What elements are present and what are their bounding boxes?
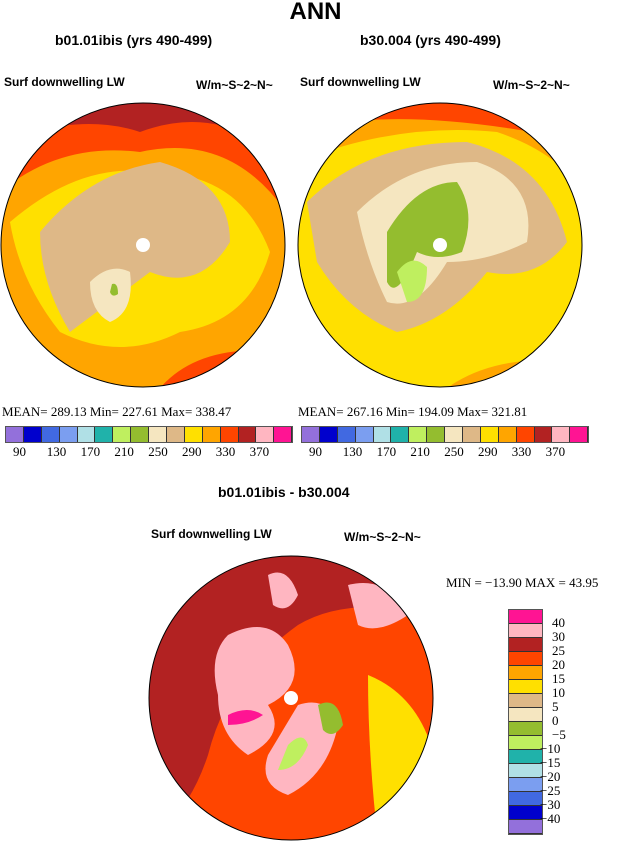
colorbar-swatch [113, 427, 132, 442]
colorbar-swatch [184, 427, 203, 442]
colorbar-panel2 [301, 426, 590, 443]
colorbar-label: −40 [540, 811, 561, 826]
panel2-variable: Surf downwelling LW [300, 75, 421, 89]
colorbar-label: 5 [552, 699, 559, 714]
colorbar-difference [508, 609, 543, 835]
map-panel2 [297, 102, 583, 388]
colorbar-swatch [220, 427, 239, 442]
colorbar-label: 130 [342, 444, 363, 459]
map-panel1 [0, 102, 286, 388]
colorbar-swatch [509, 792, 542, 806]
colorbar-label: 40 [552, 615, 565, 630]
colorbar-swatch [373, 427, 392, 442]
colorbar-swatch [509, 764, 542, 778]
panel2-title: b30.004 (yrs 490-499) [360, 32, 501, 48]
figure-title: ANN [289, 0, 342, 25]
colorbar-label: 330 [215, 444, 236, 459]
colorbar-swatch [427, 427, 446, 442]
colorbar-swatch [509, 778, 542, 792]
colorbar-label: 170 [376, 444, 397, 459]
colorbar-label: 170 [80, 444, 101, 459]
colorbar-label: −15 [540, 755, 561, 770]
colorbar-swatch [509, 806, 542, 820]
colorbar-swatch [445, 427, 464, 442]
colorbar-swatch [509, 680, 542, 694]
colorbar-label: 210 [114, 444, 134, 459]
colorbar-swatch [59, 427, 78, 442]
colorbar-swatch [509, 666, 542, 680]
colorbar-swatch [509, 708, 542, 722]
colorbar-label: 250 [148, 444, 168, 459]
panel1-variable: Surf downwelling LW [4, 75, 125, 89]
colorbar-swatch [77, 427, 96, 442]
colorbar-swatch [516, 427, 535, 442]
colorbar-label: 20 [552, 657, 565, 672]
diff-variable: Surf downwelling LW [151, 527, 272, 541]
colorbar-label: −10 [540, 741, 561, 756]
map-difference [148, 555, 434, 841]
diff-units: W/m~S~2~N~ [344, 530, 421, 544]
colorbar-swatch [509, 652, 542, 666]
colorbar-swatch [498, 427, 517, 442]
colorbar-swatch [509, 638, 542, 652]
panel1-units: W/m~S~2~N~ [196, 78, 273, 92]
colorbar-label: 370 [249, 444, 270, 459]
colorbar-swatch [41, 427, 60, 442]
colorbar-label: 290 [182, 444, 202, 459]
colorbar-label: 0 [552, 713, 559, 728]
colorbar-swatch [509, 624, 542, 638]
colorbar-swatch [509, 750, 542, 764]
colorbar-label: 330 [511, 444, 532, 459]
colorbar-swatch [149, 427, 168, 442]
colorbar-label: 250 [444, 444, 464, 459]
colorbar-swatch [355, 427, 374, 442]
colorbar-swatch [238, 427, 257, 442]
colorbar-label: 30 [552, 629, 565, 644]
colorbar-swatch [509, 722, 542, 736]
colorbar-swatch [463, 427, 481, 442]
colorbar-label: −20 [540, 769, 561, 784]
colorbar-label: −30 [540, 797, 561, 812]
colorbar-swatch [391, 427, 410, 442]
colorbar-swatch [167, 427, 185, 442]
colorbar-swatch [570, 427, 589, 442]
colorbar-label: −25 [540, 783, 561, 798]
colorbar-label: 90 [13, 444, 26, 459]
colorbar-swatch [274, 427, 293, 442]
colorbar-swatch [6, 427, 24, 442]
colorbar-swatch [409, 427, 428, 442]
colorbar-label: 370 [545, 444, 566, 459]
colorbar-swatch [509, 736, 542, 750]
colorbar-label: 10 [552, 685, 565, 700]
colorbar-swatch [95, 427, 114, 442]
colorbar-swatch [256, 427, 275, 442]
colorbar-swatch [509, 610, 542, 624]
diff-stats: MIN = −13.90 MAX = 43.95 [446, 575, 599, 590]
panel1-title: b01.01ibis (yrs 490-499) [55, 32, 213, 48]
colorbar-label: −5 [552, 727, 566, 742]
panel2-stats: MEAN= 267.16 Min= 194.09 Max= 321.81 [298, 404, 528, 419]
diff-title: b01.01ibis - b30.004 [218, 484, 350, 500]
colorbar-swatch [509, 694, 542, 708]
colorbar-swatch [131, 427, 150, 442]
colorbar-swatch [552, 427, 571, 442]
panel1-stats: MEAN= 289.13 Min= 227.61 Max= 338.47 [2, 404, 232, 419]
colorbar-swatch [302, 427, 320, 442]
colorbar-label: 210 [410, 444, 430, 459]
colorbar-panel1 [5, 426, 294, 443]
colorbar-swatch [23, 427, 42, 442]
panel2-units: W/m~S~2~N~ [493, 78, 570, 92]
colorbar-swatch [534, 427, 553, 442]
colorbar-swatch [480, 427, 499, 442]
colorbar-label: 90 [309, 444, 322, 459]
colorbar-label: 25 [552, 643, 565, 658]
colorbar-swatch [337, 427, 356, 442]
colorbar-label: 15 [552, 671, 565, 686]
colorbar-label: 130 [46, 444, 67, 459]
colorbar-swatch [202, 427, 221, 442]
colorbar-swatch [509, 820, 542, 834]
colorbar-swatch [319, 427, 338, 442]
colorbar-label: 290 [478, 444, 498, 459]
